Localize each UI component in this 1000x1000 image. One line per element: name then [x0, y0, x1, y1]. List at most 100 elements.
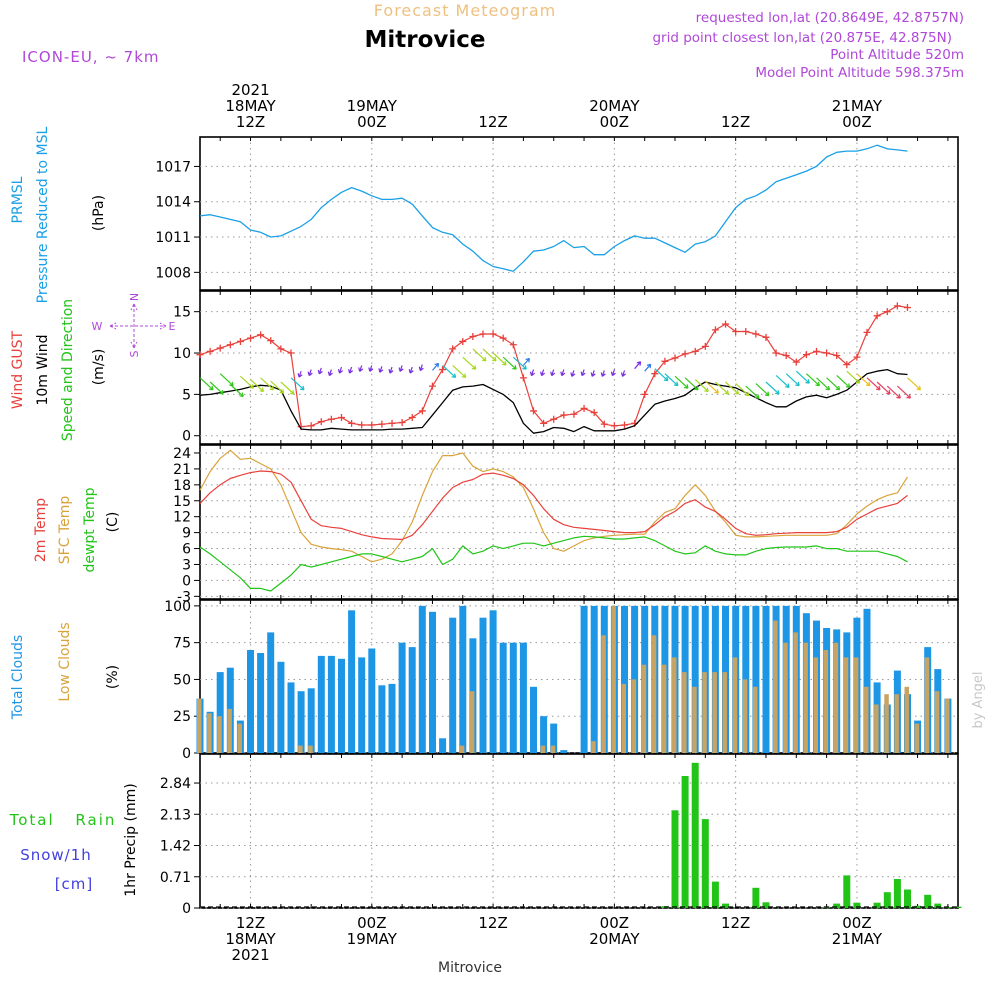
wind-direction-arrow	[775, 374, 790, 388]
pressure-label-2: Pressure Reduced to MSL	[35, 126, 51, 303]
wind-direction-arrow	[540, 369, 546, 377]
low-clouds-bar	[894, 694, 899, 753]
low-clouds-bar	[722, 672, 727, 753]
wind-direction-arrow	[654, 368, 669, 382]
wind-direction-arrow	[472, 348, 487, 362]
wind-direction-arrow	[529, 369, 535, 377]
total-clouds-bar	[499, 642, 507, 753]
wind-direction-arrow	[836, 374, 851, 388]
sfc-temp-line	[199, 449, 909, 563]
wind-direction-arrow	[270, 380, 285, 394]
bottom-time-label: 00Z	[357, 914, 386, 932]
y-tick-label: 21	[173, 462, 191, 478]
gust-marker	[893, 302, 901, 310]
total-clouds-bar	[388, 683, 396, 753]
credit-watermark: by Angel	[971, 671, 986, 728]
snow-unit-label: [cm]	[55, 875, 94, 893]
low-clouds-bar	[469, 691, 475, 753]
wind-direction-arrow	[482, 348, 497, 362]
y-tick-label: 1.42	[160, 839, 191, 855]
compass-east: E	[169, 320, 176, 333]
wind-direction-arrow	[610, 369, 616, 377]
wind-direction-arrow	[735, 383, 750, 397]
low-clouds-bar	[833, 642, 839, 753]
gust-marker	[449, 345, 457, 353]
wind-direction-arrow	[432, 362, 440, 371]
wind-direction-arrow	[199, 377, 214, 391]
gust-marker	[307, 422, 315, 430]
total-clouds-bar	[752, 605, 760, 753]
wind-direction-arrow	[694, 379, 709, 393]
top-time-label: 19MAY	[347, 97, 398, 115]
wind-direction-arrow	[358, 365, 364, 372]
y-tick-label: 24	[173, 446, 191, 462]
low-clouds-bar	[692, 686, 697, 753]
y-tick-label: 100	[164, 599, 191, 615]
bottom-time-label: 12Z	[721, 914, 750, 932]
wind-direction-arrow	[337, 366, 343, 374]
rain-bar	[853, 902, 861, 908]
gust-marker	[580, 404, 588, 412]
low-clouds-bar	[682, 672, 687, 753]
y-tick-label: 1008	[155, 265, 191, 281]
bottom-time-label: 12Z	[236, 914, 265, 932]
gust-marker	[762, 333, 770, 341]
clouds-unit: (%)	[105, 665, 121, 689]
wind-direction-arrow	[522, 357, 530, 366]
gust-marker	[337, 414, 345, 422]
temp-unit: (C)	[105, 512, 121, 533]
total-clouds-bar	[429, 611, 436, 753]
low-clouds-bar	[540, 745, 546, 753]
sfc-temp-label: SFC Temp	[57, 496, 73, 565]
gust-marker	[732, 328, 740, 336]
rain-bar	[752, 887, 760, 908]
pressure-line	[199, 144, 908, 272]
total-clouds-bar	[327, 655, 335, 753]
total-clouds-bar	[358, 657, 366, 753]
point-altitude: Point Altitude 520m	[830, 47, 964, 63]
total-clouds-bar	[297, 691, 305, 753]
wind-unit: (m/s)	[91, 349, 107, 386]
gust-marker	[519, 374, 527, 382]
gust-marker	[267, 337, 275, 345]
wind-direction-arrow	[452, 364, 467, 378]
footer-location: Mitrovice	[438, 960, 502, 976]
gust-marker	[428, 382, 436, 390]
wind-panel: Wind GUST 10m Wind Speed and Direction (…	[10, 291, 959, 445]
low-clouds-bar	[904, 686, 909, 753]
wind-direction-arrow	[765, 381, 780, 395]
low-clouds-bar	[702, 672, 707, 753]
clouds-panel: Total Clouds Low Clouds (%) by Angel 0 25…	[10, 599, 986, 762]
gust-marker	[782, 352, 790, 360]
y-tick-label: 3	[182, 557, 191, 573]
wind-direction-arrow	[297, 371, 303, 378]
low-clouds-bar	[591, 741, 596, 753]
total-clouds-bar	[287, 682, 295, 753]
wind-direction-arrow	[462, 356, 477, 370]
rain-bar	[701, 819, 709, 908]
bottom-time-label: 12Z	[478, 914, 507, 932]
wind-direction-arrow	[896, 385, 911, 399]
wind-direction-arrow	[250, 379, 265, 393]
gust-marker	[903, 304, 911, 312]
y-tick-label: 75	[173, 636, 191, 652]
total-clouds-bar	[418, 605, 426, 753]
gust-marker	[691, 347, 699, 355]
wind-direction-arrow	[260, 377, 275, 391]
total-clouds-bar	[216, 672, 224, 753]
total-rain-label: Total Rain	[9, 811, 117, 829]
total-clouds-bar	[307, 688, 315, 753]
top-time-label: 00Z	[600, 113, 629, 131]
wind-direction-arrow	[684, 377, 699, 391]
low-clouds-bar	[237, 723, 242, 753]
y-tick-label: 0	[182, 429, 191, 445]
wind-direction-arrow	[327, 369, 333, 377]
wind-direction-arrow	[442, 364, 457, 378]
temp-2m-label: 2m Temp	[33, 498, 49, 562]
wind-direction-arrow	[886, 385, 901, 399]
rain-bar	[934, 903, 942, 908]
low-clouds-bar	[783, 642, 788, 753]
rain-bar	[762, 902, 770, 908]
y-tick-label: 10	[173, 346, 191, 362]
total-clouds-bar	[459, 605, 467, 753]
